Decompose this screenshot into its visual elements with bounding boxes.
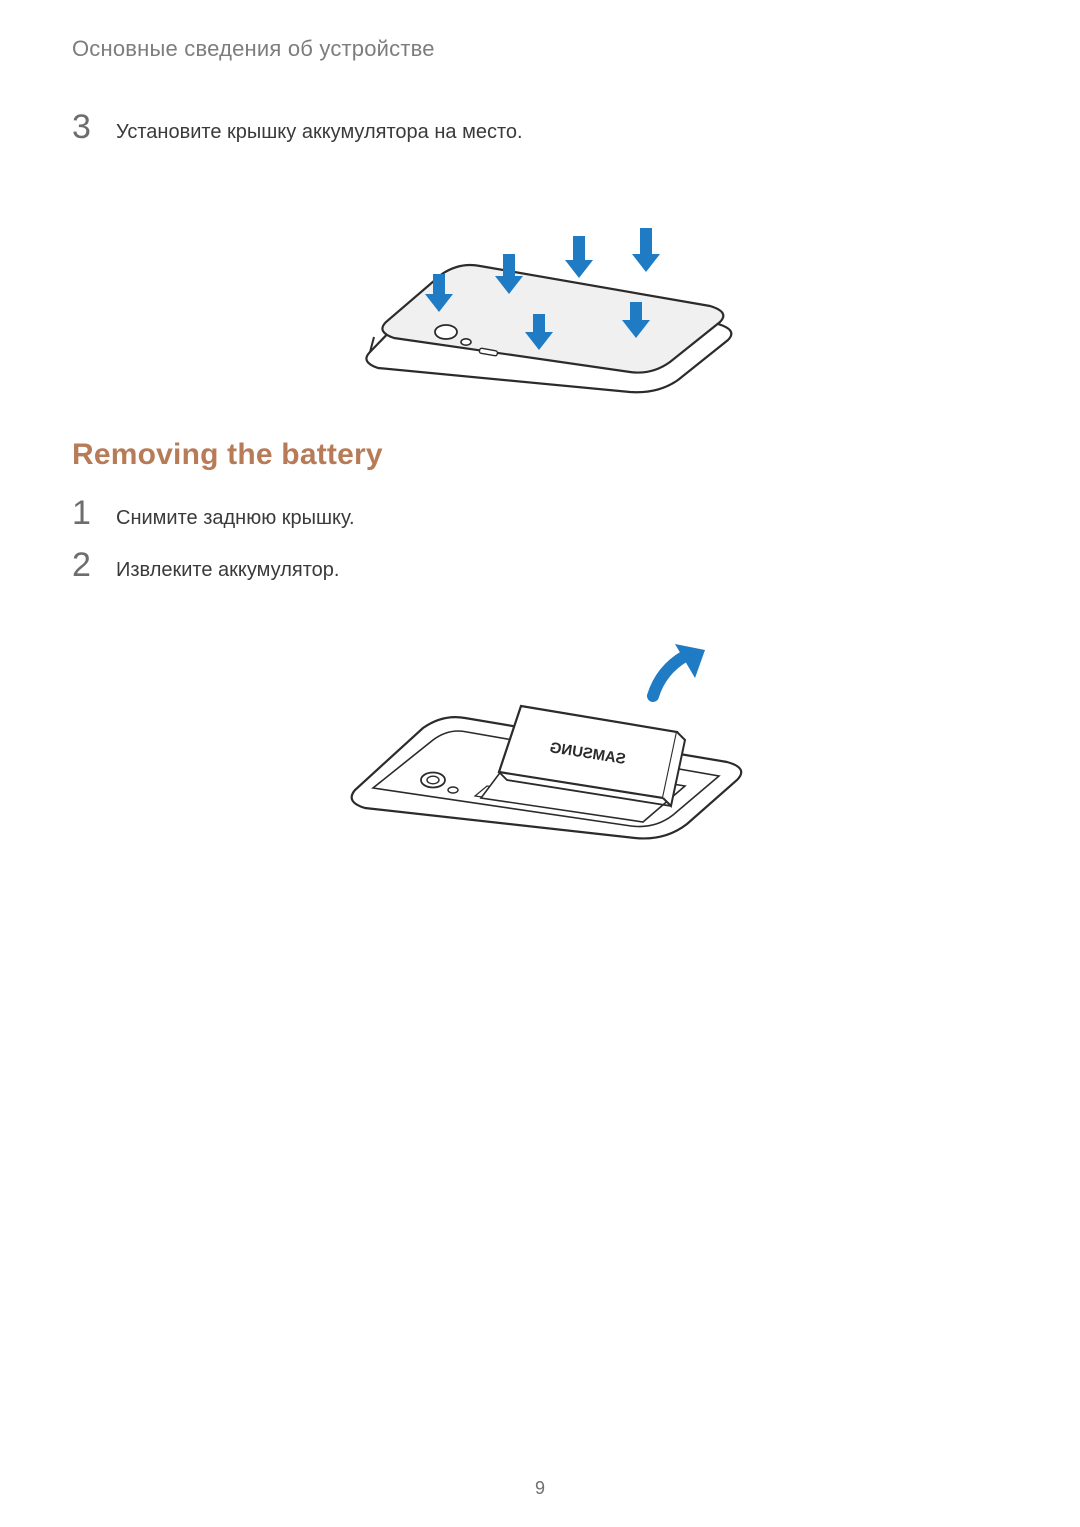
figure-cover-press-icon: [330, 162, 750, 402]
running-header: Основные сведения об устройстве: [72, 36, 1008, 62]
page-number: 9: [0, 1478, 1080, 1499]
step-number-3: 3: [72, 110, 100, 144]
step-2-text: Извлеките аккумулятор.: [116, 555, 339, 582]
step-number-1: 1: [72, 496, 100, 530]
section-heading-removing-battery: Removing the battery: [72, 438, 1008, 472]
step-3-text: Установите крышку аккумулятора на место.: [116, 117, 523, 144]
lift-arrow-icon: [653, 644, 705, 696]
figure-2-wrap: SAMSUNG: [72, 600, 1008, 850]
figure-battery-lift-icon: SAMSUNG: [325, 600, 755, 850]
figure-1-wrap: [72, 162, 1008, 402]
removing-battery-steps: 1 Снимите заднюю крышку. 2 Извлеките акк…: [72, 496, 1008, 582]
step-3-row: 3 Установите крышку аккумулятора на мест…: [72, 110, 1008, 144]
step-1-text: Снимите заднюю крышку.: [116, 503, 355, 530]
manual-page: Основные сведения об устройстве 3 Устано…: [0, 0, 1080, 1527]
step-2-row: 2 Извлеките аккумулятор.: [72, 548, 1008, 582]
step-1-row: 1 Снимите заднюю крышку.: [72, 496, 1008, 530]
step-number-2: 2: [72, 548, 100, 582]
